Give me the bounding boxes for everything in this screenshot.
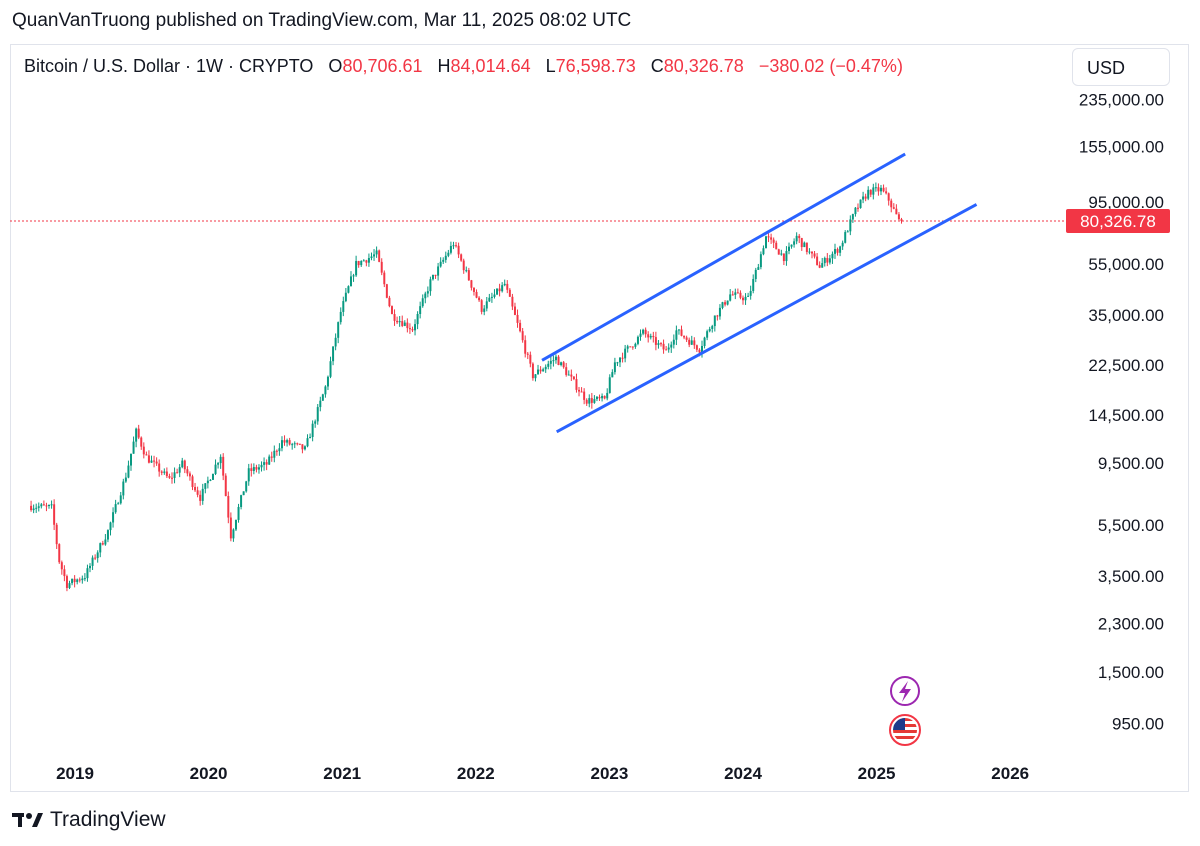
tradingview-logo-icon — [12, 813, 43, 827]
change-value: −380.02 (−0.47%) — [758, 56, 903, 76]
footer: TradingView — [12, 808, 166, 832]
low-key: L — [545, 56, 556, 76]
symbol-legend: Bitcoin / U.S. Dollar · 1W · CRYPTO O80,… — [24, 56, 903, 77]
low-value: 76,598.73 — [555, 56, 636, 76]
high-value: 84,014.64 — [450, 56, 531, 76]
tradingview-brand: TradingView — [50, 808, 166, 831]
publisher-caption: QuanVanTruong published on TradingView.c… — [12, 10, 632, 31]
chart-frame — [10, 44, 1189, 792]
symbol-title: Bitcoin / U.S. Dollar · 1W · CRYPTO — [24, 56, 314, 76]
currency-selector[interactable]: USD — [1072, 48, 1170, 86]
close-value: 80,326.78 — [663, 56, 744, 76]
open-key: O — [328, 56, 343, 76]
close-key: C — [650, 56, 664, 76]
high-key: H — [437, 56, 451, 76]
open-value: 80,706.61 — [342, 56, 423, 76]
